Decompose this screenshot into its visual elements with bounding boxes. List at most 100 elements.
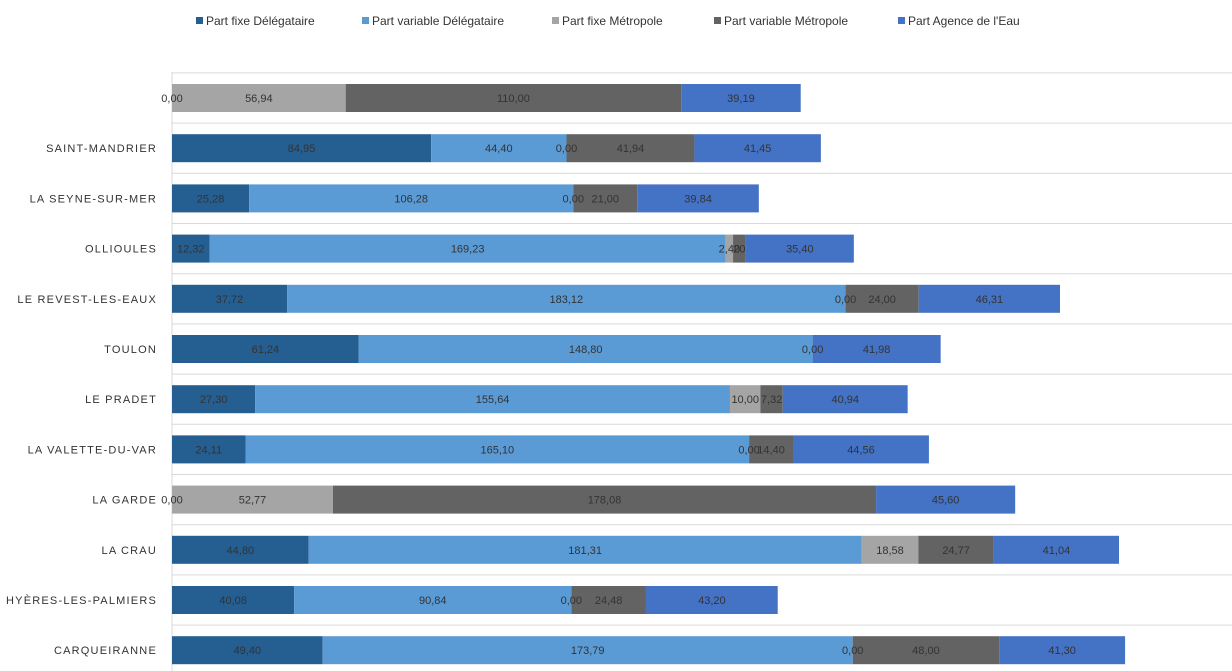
bar-segment-part-fixe-delegataire [172,586,295,614]
data-label: 20 [733,244,745,256]
bar-row-la-seyne-sur-mer [172,184,759,213]
data-label: 155,64 [476,394,510,406]
data-label: 44,40 [485,143,513,155]
category-label-carqueiranne: CARQUEIRANNE [54,645,157,657]
bar-segment-part-fixe-delegataire [172,134,432,163]
category-label-le-revest-les-eaux: LE REVEST-LES-EAUX [17,294,157,306]
data-label: 41,30 [1048,645,1076,657]
category-label-la-seyne-sur-mer: LA SEYNE-SUR-MER [30,193,157,205]
data-label: 44,56 [847,444,875,456]
data-label: 24,77 [942,545,970,557]
legend-swatch [898,17,905,24]
data-label: 46,31 [976,294,1004,306]
data-label: 10,00 [731,394,759,406]
data-label: 24,11 [195,444,222,456]
legend-swatch [362,17,369,24]
data-label: 90,84 [419,595,447,607]
data-label: 165,10 [480,444,514,456]
bar-segment-part-variable-delegataire [209,234,726,263]
data-label: 181,31 [568,545,602,557]
category-label-la-valette-du-var: LA VALETTE-DU-VAR [28,444,157,456]
data-label: 27,30 [200,394,228,406]
data-label: 49,40 [234,645,262,657]
bar-segment-part-fixe-delegataire [172,284,288,313]
legend-item-part-variable-metropole: Part variable Métropole [714,14,848,28]
data-label: 0,00 [561,595,582,607]
bar-segment-part-agence-de-l-eau [645,586,778,614]
bar-segment-part-agence-de-l-eau [918,284,1061,313]
bar-segment-part-agence-de-l-eau [993,535,1120,564]
category-label-ollioules: OLLIOULES [85,244,157,256]
data-label: 14,40 [757,444,785,456]
data-label: 178,08 [588,495,622,507]
data-label: 0,00 [802,344,823,356]
legend-item-part-fixe-metropole: Part fixe Métropole [552,14,663,28]
category-axis: SAINT-MANDRIER LA SEYNE-SUR-MER OLLIOULES L… [6,143,157,657]
data-label: 12,32 [177,244,205,256]
data-label: 18,58 [876,545,904,557]
bar-segment-part-variable-metropole [852,636,1000,665]
legend-label: Part Agence de l'Eau [908,14,1020,28]
legend-swatch [196,17,203,24]
data-label: 52,77 [239,495,267,507]
gridlines [171,72,1232,671]
bar-segment-part-agence-de-l-eau [694,134,821,163]
bar-row-la-garde [172,485,1016,514]
data-label: 173,79 [571,645,605,657]
bar-segment-part-agence-de-l-eau [793,435,929,464]
legend-label: Part variable Métropole [724,14,848,28]
data-label: 40,08 [219,595,247,607]
bar-segment-part-variable-delegataire [308,535,862,564]
data-label: 37,72 [216,294,244,306]
bar-segment-part-agence-de-l-eau [999,636,1126,665]
bars [172,84,1126,665]
bar-row-le-pradet [172,385,908,414]
bar-segment-part-fixe-metropole [861,535,919,564]
bar-segment-part-fixe-delegataire [172,435,246,464]
bar-segment-part-agence-de-l-eau [876,485,1016,514]
bar-row-la-valette-du-var [172,435,929,464]
category-label-le-pradet: LE PRADET [85,394,157,406]
data-label: 41,04 [1043,545,1071,557]
data-label: 43,20 [698,595,726,607]
bar-segment-part-variable-delegataire [245,435,750,464]
legend-item-part-variable-delegataire: Part variable Délégataire [362,14,504,28]
bar-segment-part-variable-metropole [571,586,646,614]
data-label: 0,00 [161,93,182,105]
bar-segment-part-variable-metropole [760,385,783,414]
category-label-hyeres-les-palmiers: HYÈRES-LES-PALMIERS [6,594,157,607]
data-labels: 0,00 56,94 110,00 39,19 84,95 44,40 0,00 41,94 4… [161,93,1076,657]
bar-row-hyeres-les-palmiers [172,586,778,614]
category-label-la-garde: LA GARDE [92,495,157,507]
bar-segment-part-variable-metropole [566,134,695,163]
legend-swatch [714,17,721,24]
bar-segment-part-fixe-metropole [729,385,761,414]
data-label: 40,94 [831,394,859,406]
bar-segment-part-agence-de-l-eau [782,385,908,414]
data-label: 35,40 [786,244,814,256]
bar-segment-part-fixe-metropole [172,84,346,112]
legend-item-part-fixe-delegataire: Part fixe Délégataire [196,14,315,28]
bar-segment-part-fixe-delegataire [172,234,210,263]
legend-label: Part fixe Délégataire [206,14,315,28]
data-label: 41,94 [617,143,645,155]
data-label: 61,24 [252,344,280,356]
bar-segment-part-fixe-delegataire [172,535,309,564]
bar-segment-part-variable-metropole [845,284,919,313]
legend-label: Part variable Délégataire [372,14,504,28]
bar-row-unlabeled [172,84,801,112]
category-label-toulon: TOULON [104,344,157,356]
bar-row-la-crau [172,535,1120,564]
data-label: 0,00 [835,294,856,306]
data-label: 21,00 [592,193,620,205]
data-label: 169,23 [451,244,485,256]
data-label: 24,48 [595,595,623,607]
bar-segment-part-fixe-metropole [725,234,734,263]
data-label: 84,95 [288,143,316,155]
data-label: 110,00 [497,93,530,105]
bar-segment-part-variable-delegataire [294,586,572,614]
bar-segment-part-fixe-metropole [172,485,333,514]
bar-row-saint-mandrier [172,134,821,163]
bar-segment-part-variable-delegataire [322,636,853,665]
